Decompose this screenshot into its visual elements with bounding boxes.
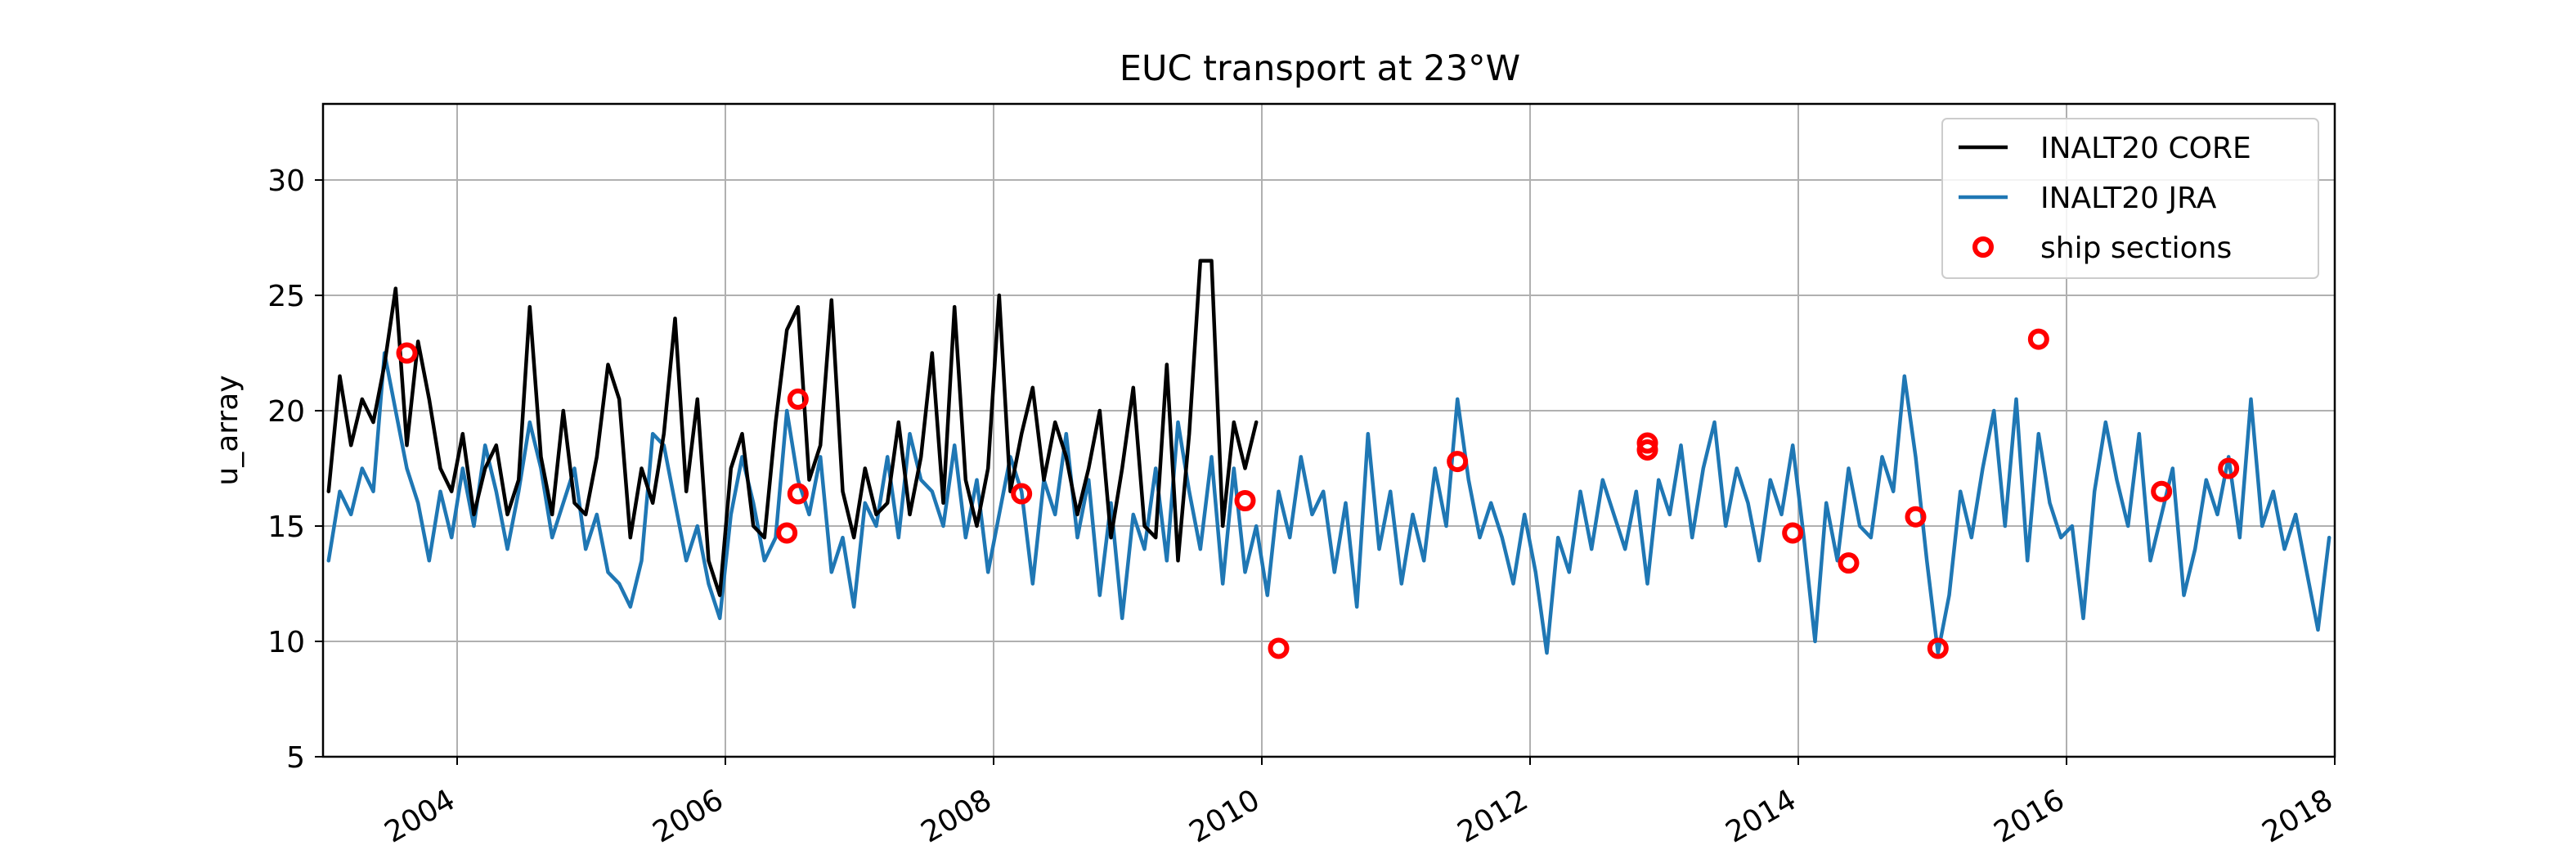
series-line-inalt20-core xyxy=(326,259,1259,597)
ship-section-marker xyxy=(2027,328,2049,350)
ship-section-marker xyxy=(1838,552,1860,574)
y-tick-label: 15 xyxy=(267,510,305,544)
ship-section-marker xyxy=(1268,637,1290,659)
series-layer xyxy=(326,259,2331,659)
y-tick-label: 5 xyxy=(286,741,305,775)
ship-section-marker xyxy=(1927,637,1949,659)
ship-section-marker xyxy=(1011,483,1033,505)
y-tick-label: 20 xyxy=(267,395,305,429)
legend-label: INALT20 JRA xyxy=(2040,182,2217,215)
ship-section-marker xyxy=(787,388,809,410)
ship-section-marker xyxy=(1782,522,1804,544)
plot-frame xyxy=(321,102,2336,758)
legend-label: INALT20 CORE xyxy=(2040,132,2251,165)
y-axis-label: u_array xyxy=(211,375,245,485)
ship-section-marker xyxy=(1636,432,1658,454)
ship-section-marker xyxy=(776,522,798,544)
legend-label: ship sections xyxy=(2040,232,2232,265)
y-tick-label: 10 xyxy=(267,626,305,659)
ship-section-marker xyxy=(396,342,418,364)
ship-section-marker xyxy=(2151,480,2173,502)
ship-section-marker xyxy=(2218,457,2240,479)
ship-section-marker xyxy=(787,483,809,505)
legend-box xyxy=(1941,118,2319,279)
chart-title: EUC transport at 23°W xyxy=(1120,48,1520,89)
ship-section-marker xyxy=(1905,506,1927,528)
ship-section-marker xyxy=(1234,490,1256,512)
ship-section-marker xyxy=(1636,438,1658,461)
legend: INALT20 CORE INALT20 JRA ship sections xyxy=(1941,118,2319,279)
ship-section-marker xyxy=(1447,451,1469,473)
legend-swatch xyxy=(1972,236,1994,258)
y-tick-label: 30 xyxy=(267,164,305,198)
y-tick-label: 25 xyxy=(267,280,305,313)
